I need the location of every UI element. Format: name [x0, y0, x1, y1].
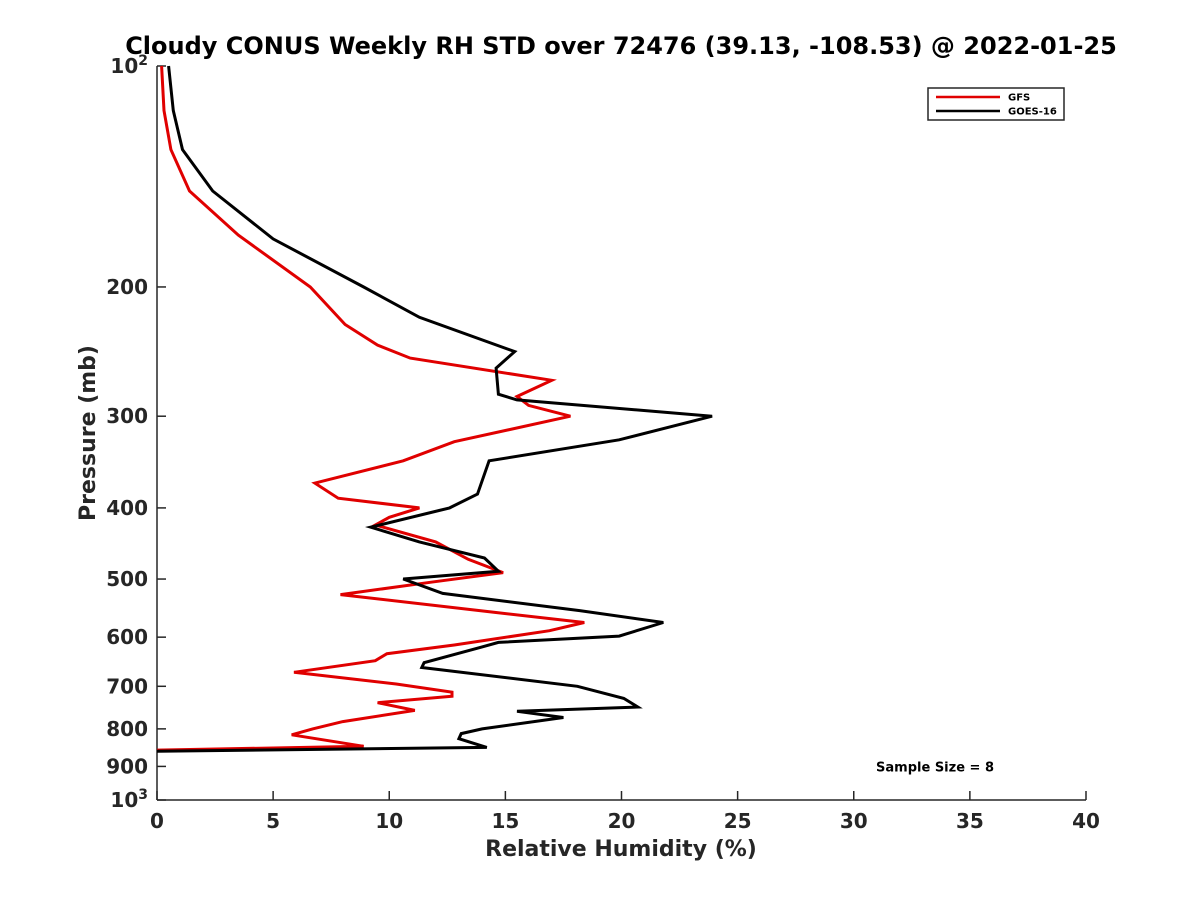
x-tick-label: 35 [956, 809, 984, 833]
series-line-goes-16 [156, 65, 713, 753]
legend: GFS GOES-16 [927, 87, 1065, 121]
y-tick-label: 700 [106, 674, 148, 698]
axes: 0 5 10 15 20 25 30 35 40 102 200 300 400 500 600 700 800… [106, 53, 1100, 833]
x-tick-label: 10 [375, 809, 403, 833]
y-tick-label: 900 [106, 754, 148, 778]
annotations: Sample Size = 8 [876, 760, 994, 775]
x-tick-label: 30 [840, 809, 868, 833]
y-axis-label: Pressure (mb) [76, 345, 101, 521]
y-tick-label: 102 [110, 53, 148, 78]
x-tick-label: 40 [1072, 809, 1100, 833]
legend-label: GFS [1008, 93, 1030, 104]
x-tick-label: 0 [150, 809, 164, 833]
x-axis-label: Relative Humidity (%) [485, 837, 757, 862]
x-tick-label: 25 [724, 809, 752, 833]
x-tick-label: 20 [608, 809, 636, 833]
legend-label: GOES-16 [1008, 107, 1057, 118]
y-tick-label: 103 [110, 787, 148, 812]
x-tick-label: 15 [491, 809, 519, 833]
legend-box [927, 87, 1065, 121]
y-tick-label: 600 [106, 625, 148, 649]
y-tick-label: 200 [106, 275, 148, 299]
series-lines [156, 65, 713, 753]
y-tick-label: 800 [106, 717, 148, 741]
y-tick-label: 500 [106, 567, 148, 591]
chart-title: Cloudy CONUS Weekly RH STD over 72476 (3… [125, 32, 1117, 60]
x-tick-label: 5 [266, 809, 280, 833]
y-tick-label: 400 [106, 496, 148, 520]
y-tick-label: 300 [106, 404, 148, 428]
sample-size-annotation: Sample Size = 8 [876, 760, 994, 775]
